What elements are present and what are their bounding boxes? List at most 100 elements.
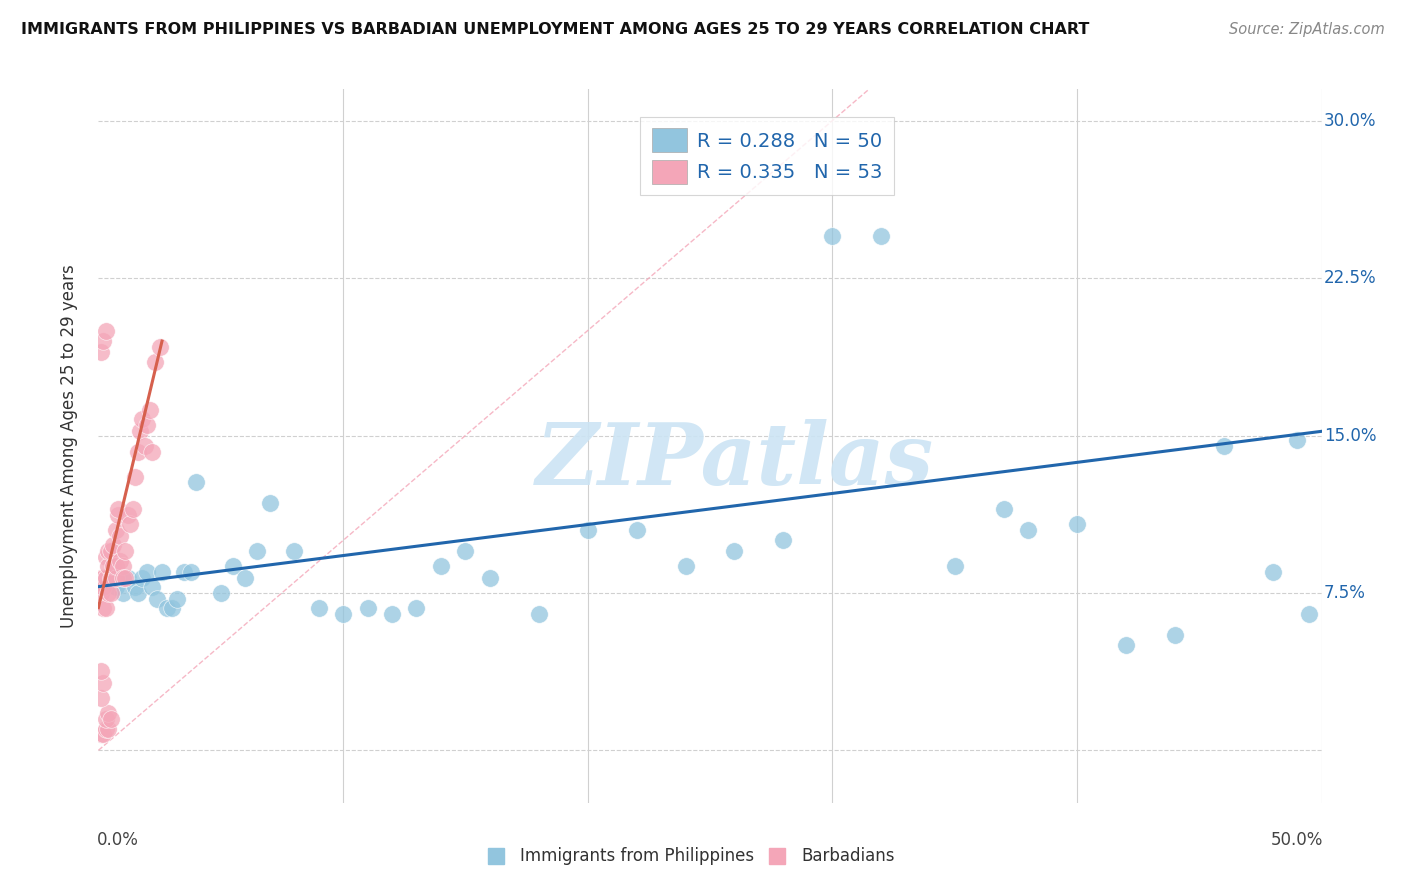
Text: Source: ZipAtlas.com: Source: ZipAtlas.com — [1229, 22, 1385, 37]
Text: 30.0%: 30.0% — [1324, 112, 1376, 129]
Point — [1164, 628, 1187, 642]
Point — [1298, 607, 1320, 621]
Point — [180, 565, 202, 579]
Point — [1286, 433, 1309, 447]
Point — [723, 544, 745, 558]
Point — [100, 712, 122, 726]
Text: IMMIGRANTS FROM PHILIPPINES VS BARBADIAN UNEMPLOYMENT AMONG AGES 25 TO 29 YEARS : IMMIGRANTS FROM PHILIPPINES VS BARBADIAN… — [21, 22, 1090, 37]
Point — [91, 676, 114, 690]
Point — [246, 544, 269, 558]
Point — [222, 558, 245, 573]
Point — [101, 558, 124, 573]
Point — [1115, 639, 1137, 653]
Point — [576, 523, 599, 537]
Point — [527, 607, 550, 621]
Point — [114, 544, 136, 558]
Point — [772, 533, 794, 548]
Point — [131, 571, 153, 585]
Text: 7.5%: 7.5% — [1324, 584, 1367, 602]
Text: 15.0%: 15.0% — [1324, 426, 1376, 444]
Point — [993, 502, 1015, 516]
Point — [100, 586, 122, 600]
Point — [454, 544, 477, 558]
Point — [943, 558, 966, 573]
Point — [94, 723, 117, 737]
Point — [1212, 439, 1234, 453]
Point — [308, 600, 330, 615]
Point — [150, 565, 173, 579]
Point — [104, 558, 127, 573]
Point — [381, 607, 404, 621]
Point — [626, 523, 648, 537]
Point — [283, 544, 305, 558]
Point — [100, 544, 122, 558]
Point — [149, 340, 172, 354]
Point — [124, 470, 146, 484]
Point — [111, 571, 134, 585]
Text: 0.0%: 0.0% — [97, 831, 139, 849]
Point — [97, 706, 120, 720]
Point — [821, 229, 844, 244]
Point — [104, 580, 127, 594]
Y-axis label: Unemployment Among Ages 25 to 29 years: Unemployment Among Ages 25 to 29 years — [59, 264, 77, 628]
Text: Barbadians: Barbadians — [801, 847, 896, 865]
Point — [111, 558, 134, 573]
Point — [91, 571, 114, 585]
Point — [156, 600, 179, 615]
Point — [1066, 516, 1088, 531]
Point — [107, 571, 129, 585]
Point — [121, 502, 143, 516]
Point — [97, 544, 120, 558]
Point — [111, 586, 134, 600]
Point — [90, 690, 112, 705]
Point — [104, 571, 127, 585]
Point — [136, 565, 159, 579]
Point — [870, 229, 893, 244]
Point — [91, 580, 114, 594]
Point — [90, 571, 112, 585]
Point — [120, 516, 142, 531]
Point — [101, 538, 124, 552]
Point — [97, 723, 120, 737]
Point — [356, 600, 378, 615]
Point — [90, 726, 112, 740]
Point — [675, 558, 697, 573]
Point — [90, 664, 112, 678]
Text: 50.0%: 50.0% — [1271, 831, 1323, 849]
Point — [134, 439, 156, 453]
Point — [166, 592, 188, 607]
Point — [94, 550, 117, 565]
Point — [91, 726, 114, 740]
Point — [139, 403, 162, 417]
Point — [405, 600, 427, 615]
Point — [97, 586, 120, 600]
Point — [107, 502, 129, 516]
Legend: R = 0.288   N = 50, R = 0.335   N = 53: R = 0.288 N = 50, R = 0.335 N = 53 — [640, 117, 894, 195]
Point — [100, 571, 122, 585]
Point — [259, 496, 281, 510]
Point — [209, 586, 232, 600]
Point — [1017, 523, 1039, 537]
Text: ZIPatlas: ZIPatlas — [536, 418, 934, 502]
Point — [90, 586, 112, 600]
Point — [110, 554, 132, 568]
Point — [143, 355, 166, 369]
Point — [141, 445, 163, 459]
Point — [146, 592, 169, 607]
Point — [94, 571, 117, 585]
Point — [104, 523, 127, 537]
Text: 22.5%: 22.5% — [1324, 269, 1376, 287]
Point — [127, 586, 149, 600]
Point — [131, 411, 153, 425]
Point — [117, 571, 139, 585]
Point — [94, 600, 117, 615]
Point — [332, 607, 354, 621]
Point — [94, 324, 117, 338]
Point — [160, 600, 183, 615]
Point — [129, 425, 152, 439]
Point — [173, 565, 195, 579]
Point — [1261, 565, 1284, 579]
Point — [94, 712, 117, 726]
Point — [141, 580, 163, 594]
Point — [110, 529, 132, 543]
